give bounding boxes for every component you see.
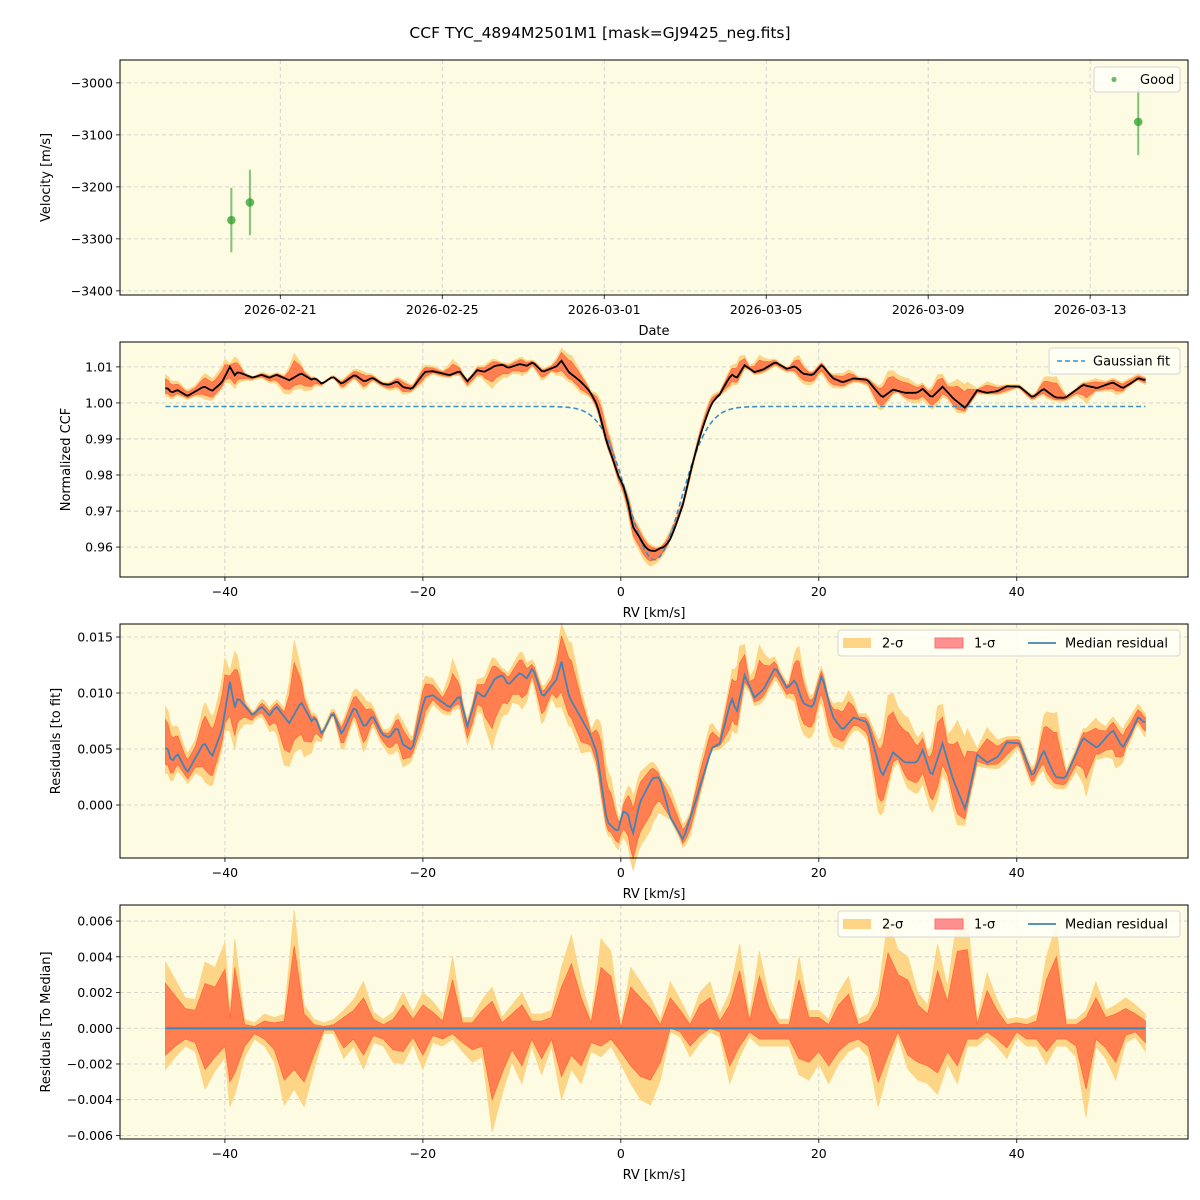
legend-swatch-2-sigma bbox=[843, 638, 871, 648]
x-tick-label: −20 bbox=[410, 1146, 436, 1161]
band-1-sigma bbox=[165, 946, 1146, 1102]
legend-marker-good bbox=[1111, 76, 1117, 83]
y-tick-label: 1.00 bbox=[85, 395, 113, 410]
legend-swatch-2-sigma bbox=[843, 919, 871, 929]
x-tick-label: −40 bbox=[212, 1146, 238, 1161]
y-axis-label: Residuals [to fit] bbox=[49, 688, 64, 794]
x-tick-label: −20 bbox=[410, 584, 436, 599]
y-tick-label: 0.010 bbox=[77, 686, 113, 701]
x-axis-label: Date bbox=[638, 324, 669, 339]
x-axis-label: RV [km/s] bbox=[623, 1168, 686, 1183]
y-tick-label: −3000 bbox=[71, 75, 113, 90]
x-tick-label: 2026-02-21 bbox=[244, 302, 317, 317]
band-2-sigma bbox=[165, 347, 1146, 567]
x-tick-label: 40 bbox=[1009, 584, 1025, 599]
y-axis-label: Normalized CCF bbox=[59, 408, 74, 512]
x-tick-label: 40 bbox=[1009, 1146, 1025, 1161]
x-tick-label: −40 bbox=[212, 584, 238, 599]
legend-label: 2-σ bbox=[882, 637, 903, 652]
band-1-sigma bbox=[165, 351, 1146, 562]
legend-swatch-1-sigma bbox=[934, 918, 964, 930]
y-tick-label: −3200 bbox=[71, 179, 113, 194]
legend: Gaussian fit bbox=[1048, 347, 1181, 375]
y-tick-label: −3300 bbox=[71, 231, 113, 246]
x-tick-label: 2026-03-13 bbox=[1054, 302, 1127, 317]
y-tick-label: −0.002 bbox=[67, 1056, 113, 1071]
y-tick-label: 1.01 bbox=[85, 359, 113, 374]
x-tick-label: −20 bbox=[410, 865, 436, 880]
legend: 2-σ 1-σ Median residual bbox=[837, 910, 1181, 938]
legend-label: Good bbox=[1140, 73, 1174, 88]
axes-frame bbox=[119, 341, 1189, 578]
y-axis-label: Velocity [m/s] bbox=[39, 133, 54, 222]
legend-label: 2-σ bbox=[882, 918, 903, 933]
legend-label: Median residual bbox=[1065, 918, 1168, 933]
x-tick-label: 2026-03-05 bbox=[730, 302, 803, 317]
legend-box bbox=[837, 910, 1181, 938]
y-tick-label: 0.015 bbox=[77, 629, 113, 644]
legend-label: Median residual bbox=[1065, 637, 1168, 652]
data-point-good bbox=[1133, 117, 1143, 127]
axes-frame bbox=[119, 623, 1189, 859]
legend-box bbox=[1093, 66, 1181, 93]
plot-area bbox=[120, 60, 1188, 295]
y-tick-label: 0.000 bbox=[77, 798, 113, 813]
legend: Good bbox=[1093, 66, 1181, 93]
legend: 2-σ 1-σ Median residual bbox=[837, 629, 1181, 657]
x-tick-label: 20 bbox=[811, 865, 827, 880]
y-tick-label: 0.96 bbox=[85, 540, 113, 555]
legend-box bbox=[837, 629, 1181, 657]
panel-2: −40 −20 0 20 40 0.96 0.97 0.98 0.99 1.00 1.01 RV [k… bbox=[59, 341, 1189, 621]
median-ccf-line bbox=[165, 359, 1146, 552]
figure-title: CCF TYC_4894M2501M1 [mask=GJ9425_neg.fit… bbox=[409, 24, 790, 43]
x-tick-label: 2026-03-01 bbox=[568, 302, 641, 317]
legend-box bbox=[1048, 347, 1181, 375]
x-tick-label: 40 bbox=[1009, 865, 1025, 880]
y-tick-label: 0.97 bbox=[85, 504, 113, 519]
panels: 2026-02-21 2026-02-25 2026-03-01 2026-03-05… bbox=[39, 59, 1189, 1183]
x-tick-label: 0 bbox=[617, 1146, 625, 1161]
median-residual-line bbox=[164, 661, 1146, 841]
y-tick-label: 0.005 bbox=[77, 742, 113, 757]
y-tick-label: −0.004 bbox=[67, 1092, 113, 1107]
legend-label: 1-σ bbox=[974, 918, 995, 933]
y-tick-label: 0.98 bbox=[85, 467, 113, 482]
band-1-sigma bbox=[165, 635, 1146, 860]
y-tick-label: 0.000 bbox=[77, 1021, 113, 1036]
y-tick-label: −3100 bbox=[71, 127, 113, 142]
y-tick-label: 0.004 bbox=[77, 949, 113, 964]
x-axis-label: RV [km/s] bbox=[623, 606, 686, 621]
data-point-good bbox=[245, 198, 255, 207]
x-tick-label: 20 bbox=[811, 584, 827, 599]
gaussian-fit-line bbox=[165, 405, 1146, 561]
x-tick-label: 0 bbox=[617, 865, 625, 880]
panel-4: −40 −20 0 20 40 0.006 0.004 0.002 0.000 −0.002 −0.… bbox=[39, 904, 1189, 1183]
y-axis-label: Residuals [To Median] bbox=[39, 951, 54, 1092]
x-tick-label: 20 bbox=[811, 1146, 827, 1161]
x-tick-label: 2026-03-09 bbox=[892, 302, 965, 317]
y-tick-label: −3400 bbox=[71, 283, 113, 298]
x-tick-label: 2026-02-25 bbox=[406, 302, 479, 317]
panel-1: 2026-02-21 2026-02-25 2026-03-01 2026-03-05… bbox=[39, 59, 1189, 339]
panel-3: −40 −20 0 20 40 0.000 0.005 0.010 0.015 RV [km/s]… bbox=[49, 622, 1189, 902]
data-point-good bbox=[227, 215, 236, 225]
x-tick-label: −40 bbox=[212, 865, 238, 880]
x-tick-label: 0 bbox=[617, 584, 625, 599]
axes-frame bbox=[119, 904, 1189, 1140]
axes-frame bbox=[119, 59, 1189, 296]
y-tick-label: 0.002 bbox=[77, 985, 113, 1000]
legend-label: Gaussian fit bbox=[1093, 355, 1170, 370]
y-tick-label: 0.99 bbox=[85, 431, 113, 446]
legend-swatch-1-sigma bbox=[934, 637, 964, 649]
y-tick-label: −0.006 bbox=[67, 1128, 113, 1143]
y-tick-label: 0.006 bbox=[77, 914, 113, 929]
x-axis-label: RV [km/s] bbox=[623, 887, 686, 902]
legend-label: 1-σ bbox=[974, 637, 995, 652]
